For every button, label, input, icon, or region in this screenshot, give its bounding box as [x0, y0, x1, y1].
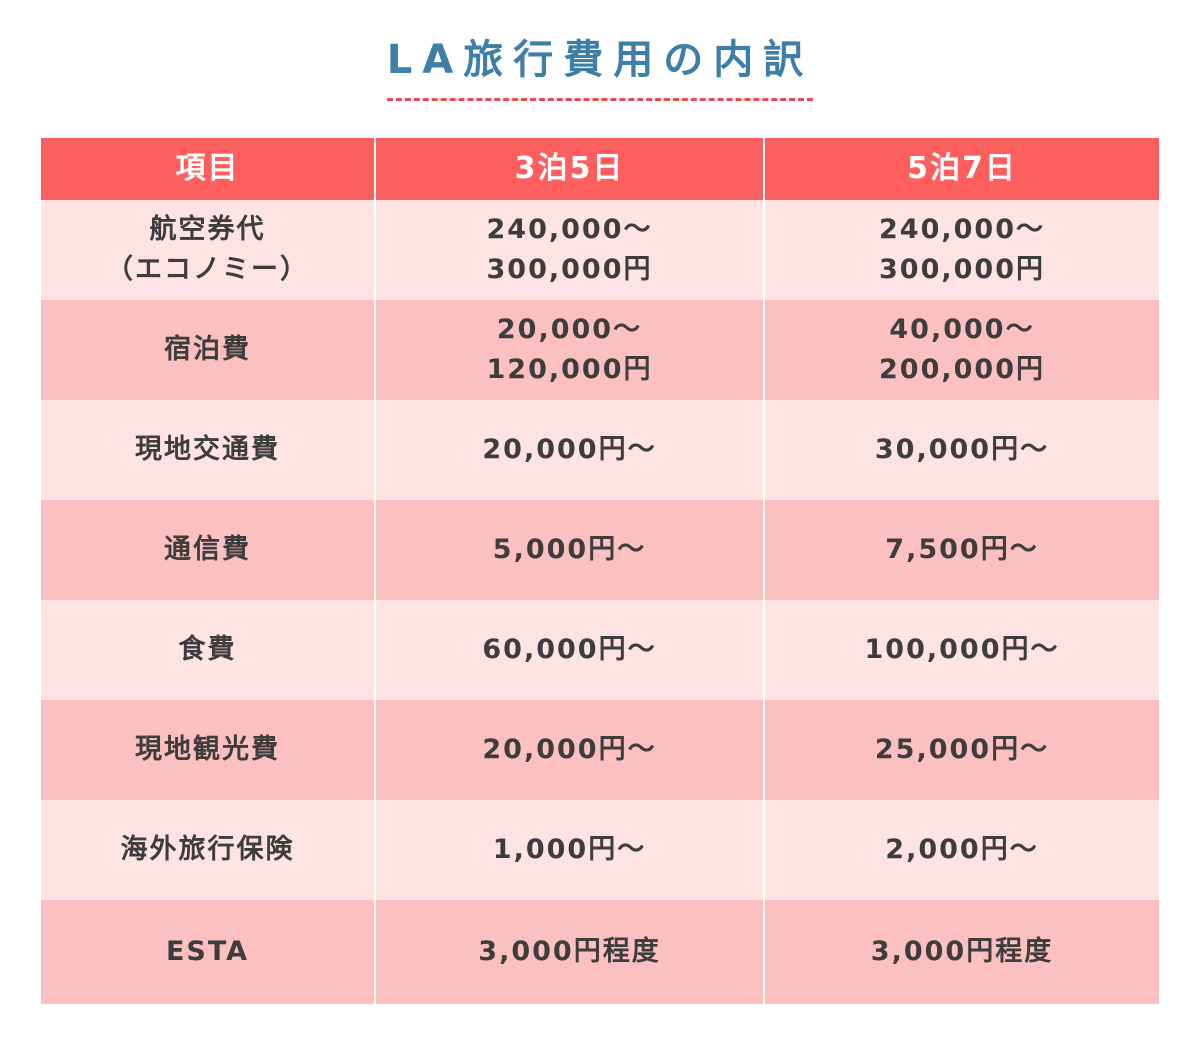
cell-text: 宿泊費 [164, 334, 251, 365]
table-row: 航空券代 （エコノミー） 240,000～ 300,000円 240,000～ 300,0… [41, 200, 1159, 300]
cost-5n7d-cell: 40,000～ 200,000円 [765, 300, 1159, 400]
cell-text: 40,000～ [889, 314, 1035, 345]
item-cell: 通信費 [41, 500, 376, 600]
table-row: 現地観光費 20,000円～ 25,000円～ [41, 700, 1159, 800]
cell-text: 300,000円 [486, 254, 653, 285]
cell-text: 100,000円～ [864, 634, 1060, 665]
item-cell: 宿泊費 [41, 300, 376, 400]
table-row: 通信費 5,000円～ 7,500円～ [41, 500, 1159, 600]
table-header-row: 項目 3泊5日 5泊7日 [41, 138, 1159, 200]
cost-3n5d-cell: 240,000～ 300,000円 [376, 200, 765, 300]
cell-text: 3,000円程度 [870, 936, 1054, 967]
cell-text: 7,500円～ [885, 534, 1039, 565]
cost-5n7d-cell: 30,000円～ [765, 400, 1159, 500]
cell-text: 海外旅行保険 [120, 834, 295, 865]
cost-3n5d-cell: 5,000円～ [376, 500, 765, 600]
cost-5n7d-cell: 7,500円～ [765, 500, 1159, 600]
cell-text: 現地交通費 [135, 434, 280, 465]
header-item: 項目 [41, 138, 376, 200]
cell-text: 20,000円～ [482, 434, 657, 465]
cell-text: 現地観光費 [135, 734, 280, 765]
table-row: 食費 60,000円～ 100,000円～ [41, 600, 1159, 700]
cell-text: 食費 [178, 634, 237, 665]
cost-5n7d-cell: 25,000円～ [765, 700, 1159, 800]
cell-text: 5,000円～ [492, 534, 647, 565]
cell-text: 120,000円 [486, 354, 653, 385]
cost-5n7d-cell: 3,000円程度 [765, 900, 1159, 1004]
cost-breakdown-table: 項目 3泊5日 5泊7日 航空券代 （エコノミー） 240,000～ 300,000円… [41, 138, 1159, 1004]
cell-text: 20,000～ [496, 314, 643, 345]
table-row: ESTA 3,000円程度 3,000円程度 [41, 900, 1159, 1004]
cost-3n5d-cell: 3,000円程度 [376, 900, 765, 1004]
item-cell: 航空券代 （エコノミー） [41, 200, 376, 300]
cell-text: 1,000円～ [492, 834, 647, 865]
page-title: LA旅行費用の内訳 [386, 30, 814, 101]
item-cell: 現地交通費 [41, 400, 376, 500]
cell-text: 2,000円～ [885, 834, 1039, 865]
cost-3n5d-cell: 20,000～ 120,000円 [376, 300, 765, 400]
cost-3n5d-cell: 1,000円～ [376, 800, 765, 900]
cost-5n7d-cell: 100,000円～ [765, 600, 1159, 700]
cell-text: 30,000円～ [874, 434, 1050, 465]
cell-text: 通信費 [164, 534, 251, 565]
cell-text: 240,000～ [486, 214, 653, 245]
cost-5n7d-cell: 240,000～ 300,000円 [765, 200, 1159, 300]
cell-text: 航空券代 [149, 214, 266, 245]
table-row: 海外旅行保険 1,000円～ 2,000円～ [41, 800, 1159, 900]
table-row: 宿泊費 20,000～ 120,000円 40,000～ 200,000円 [41, 300, 1159, 400]
cell-text: 20,000円～ [482, 734, 657, 765]
cell-text: 3,000円程度 [478, 936, 661, 967]
item-cell: ESTA [41, 900, 376, 1004]
cost-5n7d-cell: 2,000円～ [765, 800, 1159, 900]
table-row: 現地交通費 20,000円～ 30,000円～ [41, 400, 1159, 500]
cost-3n5d-cell: 20,000円～ [376, 700, 765, 800]
cell-text: 300,000円 [879, 254, 1045, 285]
cell-text: 240,000～ [879, 214, 1045, 245]
item-cell: 現地観光費 [41, 700, 376, 800]
title-container: LA旅行費用の内訳 [0, 30, 1200, 101]
cost-3n5d-cell: 20,000円～ [376, 400, 765, 500]
table-body: 航空券代 （エコノミー） 240,000～ 300,000円 240,000～ 300,0… [41, 200, 1159, 1004]
cell-text: 60,000円～ [482, 634, 657, 665]
item-cell: 食費 [41, 600, 376, 700]
cell-text: 25,000円～ [874, 734, 1050, 765]
header-3n5d: 3泊5日 [376, 138, 765, 200]
cost-3n5d-cell: 60,000円～ [376, 600, 765, 700]
cell-text: （エコノミー） [106, 254, 309, 285]
cell-text: ESTA [165, 936, 250, 967]
item-cell: 海外旅行保険 [41, 800, 376, 900]
cell-text: 200,000円 [879, 354, 1045, 385]
header-5n7d: 5泊7日 [907, 151, 1017, 186]
